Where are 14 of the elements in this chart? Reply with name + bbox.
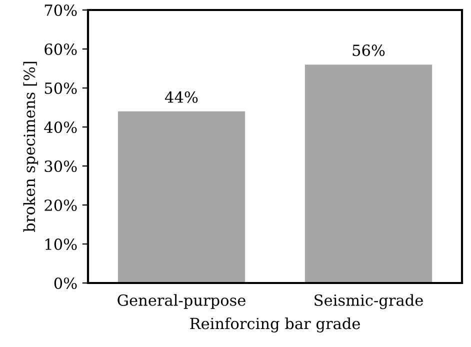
- y-axis-title: broken specimens [%]: [23, 62, 38, 232]
- y-tick-label: 20%: [44, 199, 77, 212]
- y-tick-label: 40%: [44, 121, 77, 134]
- data-label: 56%: [352, 44, 385, 56]
- x-tick-label: Seismic-grade: [314, 294, 423, 310]
- y-tick-label: 50%: [44, 82, 77, 94]
- x-tick-label: General-purpose: [118, 294, 246, 309]
- y-tick-label: 0%: [54, 277, 77, 290]
- x-axis-title: Reinforcing bar grade: [190, 317, 360, 332]
- y-tick-label: 10%: [45, 238, 77, 250]
- y-tick-label: 70%: [44, 4, 77, 16]
- y-tick-label: 30%: [44, 160, 77, 172]
- y-tick-label: 60%: [44, 43, 77, 56]
- data-label: 44%: [164, 91, 198, 103]
